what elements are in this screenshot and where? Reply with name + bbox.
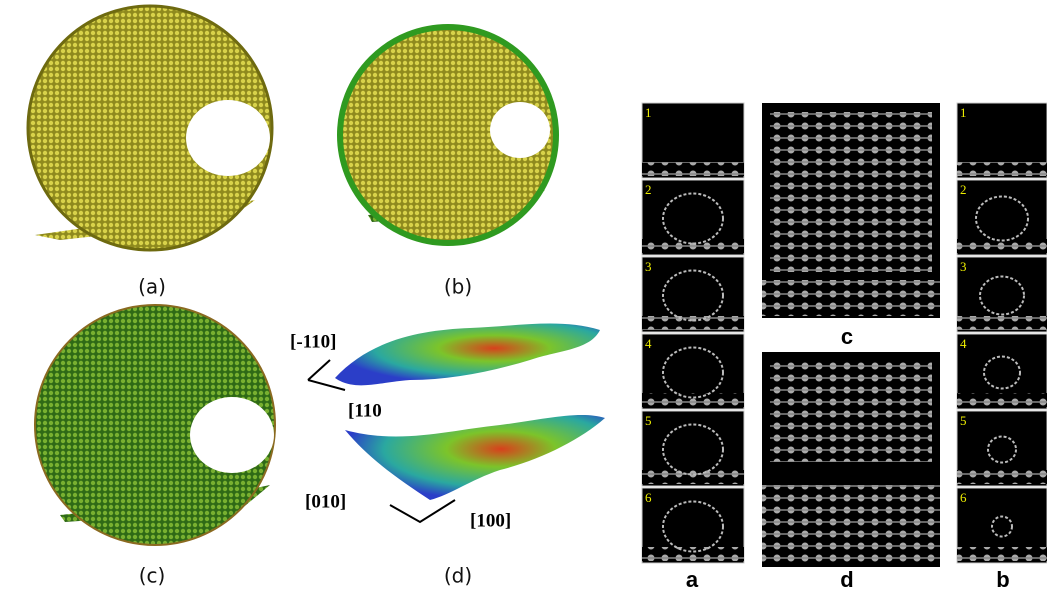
page: (a) (b) (c) (d) [-110] [110 [010] [100] … — [0, 0, 1047, 592]
panel-label: (b) — [444, 275, 472, 299]
substrate — [642, 239, 744, 253]
substrate — [957, 393, 1047, 407]
substrate — [957, 470, 1047, 484]
substrate — [957, 162, 1047, 176]
substrate — [642, 316, 744, 330]
nanotube-c — [770, 112, 932, 272]
roll-c — [35, 305, 275, 545]
nanotube-d — [770, 362, 932, 462]
panel-label: d — [840, 567, 853, 592]
frame-number: 6 — [645, 490, 652, 505]
substrate — [762, 485, 940, 565]
roll-a — [28, 6, 272, 250]
figure: (a) (b) (c) (d) [-110] [110 [010] [100] … — [0, 0, 1047, 592]
substrate — [957, 547, 1047, 561]
substrate — [642, 547, 744, 561]
frame-number: 2 — [645, 182, 652, 197]
frame-number: 1 — [645, 105, 652, 120]
panel-label: (d) — [444, 564, 472, 588]
substrate — [642, 162, 744, 176]
frame-number: 5 — [645, 413, 652, 428]
direction-label: [100] — [470, 510, 511, 531]
direction-label: [-110] — [290, 331, 336, 352]
panel-label: a — [686, 567, 699, 592]
panel-label: b — [996, 567, 1009, 592]
frame-number: 5 — [960, 413, 967, 428]
panel-label: (a) — [138, 275, 166, 299]
frame-number: 2 — [960, 182, 967, 197]
substrate — [957, 316, 1047, 330]
direction-label: [010] — [305, 491, 346, 512]
frame-number: 1 — [960, 105, 967, 120]
direction-label: [110 — [348, 400, 382, 421]
frame-number: 3 — [960, 259, 967, 274]
frame-number: 4 — [645, 336, 652, 351]
substrate — [642, 393, 744, 407]
frame-number: 3 — [645, 259, 652, 274]
panel-label: c — [841, 324, 853, 349]
frame-number: 4 — [960, 336, 967, 351]
frame-number: 6 — [960, 490, 967, 505]
substrate — [762, 280, 940, 316]
substrate — [642, 470, 744, 484]
sheets-d — [308, 324, 605, 522]
panel-label: (c) — [139, 564, 166, 588]
roll-b — [340, 27, 556, 243]
